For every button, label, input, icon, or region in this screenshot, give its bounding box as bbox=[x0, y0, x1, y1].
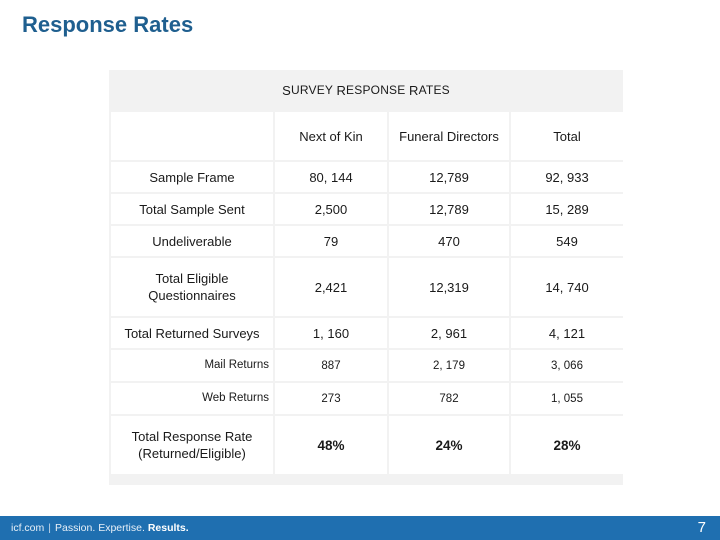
table-row-mail-returns: Mail Returns 887 2, 179 3, 066 bbox=[111, 350, 623, 381]
footer-tagline-bold: Results. bbox=[147, 522, 189, 534]
cell-total: 15, 289 bbox=[511, 194, 623, 224]
footer-tagline: icf.com | Passion. Expertise. Results. bbox=[11, 522, 189, 534]
table-row-sample-frame: Sample Frame 80, 144 12,789 92, 933 bbox=[111, 162, 623, 192]
footer-bar: icf.com | Passion. Expertise. Results. 7 bbox=[0, 516, 720, 540]
cell-total: 92, 933 bbox=[511, 162, 623, 192]
cell-next-of-kin: 273 bbox=[275, 383, 387, 414]
table-caption: S URVEY R ESPONSE R ATES bbox=[109, 70, 623, 110]
cell-total: 3, 066 bbox=[511, 350, 623, 381]
row-label: Total Sample Sent bbox=[111, 194, 273, 224]
table-row-total-eligible: Total Eligible Questionnaires 2,421 12,3… bbox=[111, 258, 623, 316]
table-row-total-response-rate: Total Response Rate (Returned/Eligible) … bbox=[111, 416, 623, 474]
row-label: Undeliverable bbox=[111, 226, 273, 256]
table-row-web-returns: Web Returns 273 782 1, 055 bbox=[111, 383, 623, 414]
cell-funeral-directors: 12,789 bbox=[389, 194, 509, 224]
cell-funeral-directors: 24% bbox=[389, 416, 509, 474]
cell-funeral-directors: 2, 179 bbox=[389, 350, 509, 381]
cell-total: 28% bbox=[511, 416, 623, 474]
caption-word-3: ATES bbox=[418, 83, 450, 97]
table-row-undeliverable: Undeliverable 79 470 549 bbox=[111, 226, 623, 256]
column-header-total: Total bbox=[511, 112, 623, 160]
cell-next-of-kin: 2,500 bbox=[275, 194, 387, 224]
row-label-line-2: Questionnaires bbox=[148, 288, 236, 303]
cell-next-of-kin: 887 bbox=[275, 350, 387, 381]
slide-title: Response Rates bbox=[22, 12, 194, 37]
cell-funeral-directors: 2, 961 bbox=[389, 318, 509, 348]
cell-total: 14, 740 bbox=[511, 258, 623, 316]
column-header-next-of-kin: Next of Kin bbox=[275, 112, 387, 160]
cell-next-of-kin: 80, 144 bbox=[275, 162, 387, 192]
caption-letter-r1: R bbox=[336, 82, 347, 98]
cell-total: 4, 121 bbox=[511, 318, 623, 348]
cell-funeral-directors: 12,789 bbox=[389, 162, 509, 192]
footer-site-link[interactable]: icf.com bbox=[11, 522, 45, 534]
caption-letter-s: S bbox=[282, 82, 291, 98]
footer-tagline-plain: Passion. Expertise. bbox=[55, 522, 145, 534]
rates-grid: Next of Kin Funeral Directors Total Samp… bbox=[109, 110, 625, 476]
column-header-funeral-directors: Funeral Directors bbox=[389, 112, 509, 160]
table-row-total-returned: Total Returned Surveys 1, 160 2, 961 4, … bbox=[111, 318, 623, 348]
header-row: Next of Kin Funeral Directors Total bbox=[111, 112, 623, 160]
row-label: Total Returned Surveys bbox=[111, 318, 273, 348]
cell-funeral-directors: 470 bbox=[389, 226, 509, 256]
row-label: Web Returns bbox=[111, 383, 273, 414]
page-number: 7 bbox=[697, 519, 706, 536]
header-empty-cell bbox=[111, 112, 273, 160]
row-label: Total Response Rate (Returned/Eligible) bbox=[111, 416, 273, 474]
footer-separator: | bbox=[48, 522, 51, 534]
cell-next-of-kin: 48% bbox=[275, 416, 387, 474]
caption-letter-r2: R bbox=[409, 82, 419, 98]
caption-word-1: URVEY bbox=[291, 83, 337, 97]
caption-word-2: ESPONSE bbox=[346, 83, 410, 97]
row-label: Sample Frame bbox=[111, 162, 273, 192]
row-label-line-2: (Returned/Eligible) bbox=[138, 446, 246, 461]
cell-next-of-kin: 79 bbox=[275, 226, 387, 256]
cell-funeral-directors: 782 bbox=[389, 383, 509, 414]
cell-total: 549 bbox=[511, 226, 623, 256]
table-row-total-sample-sent: Total Sample Sent 2,500 12,789 15, 289 bbox=[111, 194, 623, 224]
cell-funeral-directors: 12,319 bbox=[389, 258, 509, 316]
cell-next-of-kin: 1, 160 bbox=[275, 318, 387, 348]
row-label: Total Eligible Questionnaires bbox=[111, 258, 273, 316]
cell-total: 1, 055 bbox=[511, 383, 623, 414]
row-label-line-1: Total Eligible bbox=[155, 271, 229, 286]
row-label-line-1: Total Response Rate bbox=[131, 429, 253, 444]
cell-next-of-kin: 2,421 bbox=[275, 258, 387, 316]
row-label: Mail Returns bbox=[111, 350, 273, 381]
response-rates-table: S URVEY R ESPONSE R ATES Next of Kin Funera… bbox=[109, 70, 623, 485]
